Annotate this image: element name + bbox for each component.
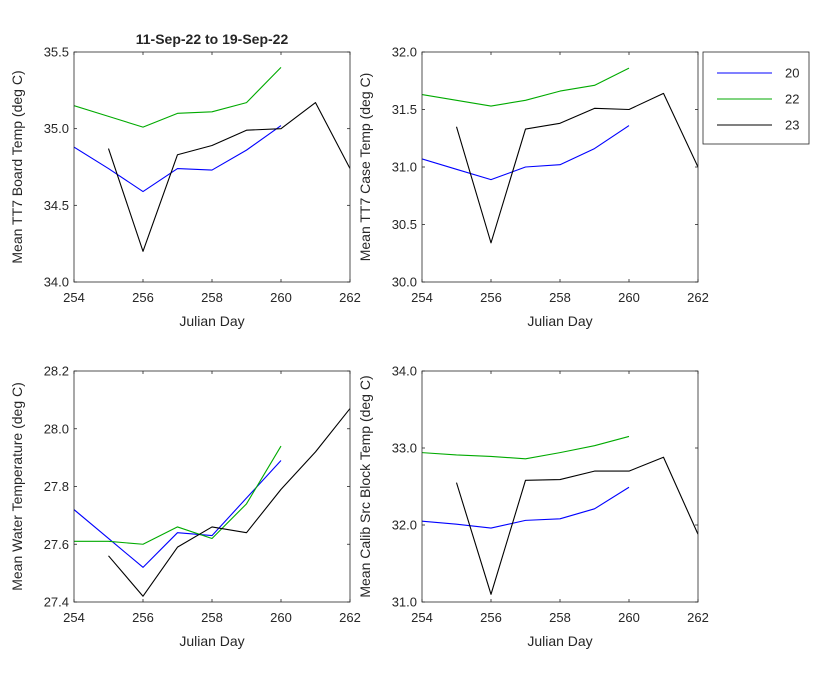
chart-4-xtick-label: 262 [687,610,709,625]
chart-1-xaxis-label: Julian Day [179,313,244,329]
chart-2-xtick-label: 256 [480,290,502,305]
chart-4-series-20-line [422,486,630,529]
chart-2-ytick-label: 31.0 [392,160,417,175]
chart-4-xtick-label: 254 [411,610,433,625]
chart-1-xtick-label: 258 [201,290,223,305]
chart-3-ytick-label: 27.6 [44,537,69,552]
chart-1: 254 256 258 260 262 34.0 34.5 35.0 35.5 Julian Da… [9,31,361,329]
chart-1-ytick-label: 35.5 [44,45,69,60]
chart-3-xtick-label: 260 [270,610,292,625]
chart-1-xtick-label: 262 [339,290,361,305]
chart-3-series-20-line [74,460,282,568]
chart-3-yaxis-label: Mean Water Temperature (deg C) [9,382,25,591]
chart-1-ytick-label: 34.0 [44,275,69,290]
chart-1-xtick-label: 260 [270,290,292,305]
chart-2: 254 256 258 260 262 30.0 30.5 31.0 31.5 32.0 Julia… [357,45,810,329]
chart-2-xtick-label: 260 [618,290,640,305]
chart-3-ytick-label: 28.0 [44,421,69,436]
chart-1-series-22-line [74,66,282,128]
chart-4-series-22-line [422,435,630,460]
chart-2-legend-label-22: 22 [785,92,799,107]
chart-1-series-20-line [74,125,282,193]
chart-2-ytick-label: 30.0 [392,275,417,290]
chart-4-series-23-line [455,456,698,595]
chart-2-ytick-label: 30.5 [392,217,417,232]
chart-4-series-group [422,435,698,595]
chart-4-xtick-label: 258 [549,610,571,625]
chart-3: 254 256 258 260 262 27.4 27.6 27.8 28.0 28.2 Julia… [9,364,361,650]
chart-3-xtick-label: 254 [63,610,85,625]
chart-4-ytick-label: 31.0 [392,595,417,610]
chart-3-xtick-label: 256 [132,610,154,625]
chart-2-legend-label-20: 20 [785,66,799,81]
chart-4-xaxis-label: Julian Day [527,633,592,649]
chart-3-series-22-line [74,445,282,545]
chart-1-title: 11-Sep-22 to 19-Sep-22 [136,31,289,47]
chart-2-series-20-line [422,125,630,181]
chart-1-series-group [74,66,350,252]
chart-1-xtick-label: 254 [63,290,85,305]
chart-4-ytick-label: 34.0 [392,364,417,379]
chart-2-legend: 20 22 23 [702,51,810,145]
chart-3-series-23-line [108,408,350,597]
chart-2-series-22-line [422,67,630,107]
chart-2-series-group [422,67,698,244]
chart-4-xtick-label: 256 [480,610,502,625]
chart-4-ytick-label: 33.0 [392,441,417,456]
chart-2-legend-box [702,51,810,145]
chart-3-series-group [74,408,350,597]
chart-3-xtick-label: 258 [201,610,223,625]
chart-2-ytick-label: 31.5 [392,102,417,117]
chart-4: 254 256 258 260 262 31.0 32.0 33.0 34.0 Julian Da… [357,364,709,650]
chart-3-xaxis-label: Julian Day [179,633,244,649]
chart-2-xaxis-label: Julian Day [527,313,592,329]
chart-3-ytick-label: 28.2 [44,364,69,379]
chart-1-series-23-line [107,102,350,252]
chart-4-ytick-label: 32.0 [392,518,417,533]
chart-1-ytick-label: 34.5 [44,198,69,213]
chart-2-ytick-label: 32.0 [392,45,417,60]
chart-4-yaxis-label: Mean Calib Src Block Temp (deg C) [357,375,373,597]
chart-1-ytick-label: 35.0 [44,121,69,136]
chart-3-ytick-label: 27.4 [44,595,69,610]
chart-2-xtick-label: 258 [549,290,571,305]
chart-1-yaxis-label: Mean TT7 Board Temp (deg C) [9,70,25,263]
chart-2-yaxis-label: Mean TT7 Case Temp (deg C) [357,73,373,262]
chart-1-xtick-label: 256 [132,290,154,305]
chart-4-xtick-label: 260 [618,610,640,625]
chart-2-xtick-label: 254 [411,290,433,305]
chart-3-xtick-label: 262 [339,610,361,625]
chart-2-series-23-line [455,92,698,244]
chart-2-legend-label-23: 23 [785,118,799,133]
chart-2-xtick-label: 262 [687,290,709,305]
chart-3-ytick-label: 27.8 [44,479,69,494]
